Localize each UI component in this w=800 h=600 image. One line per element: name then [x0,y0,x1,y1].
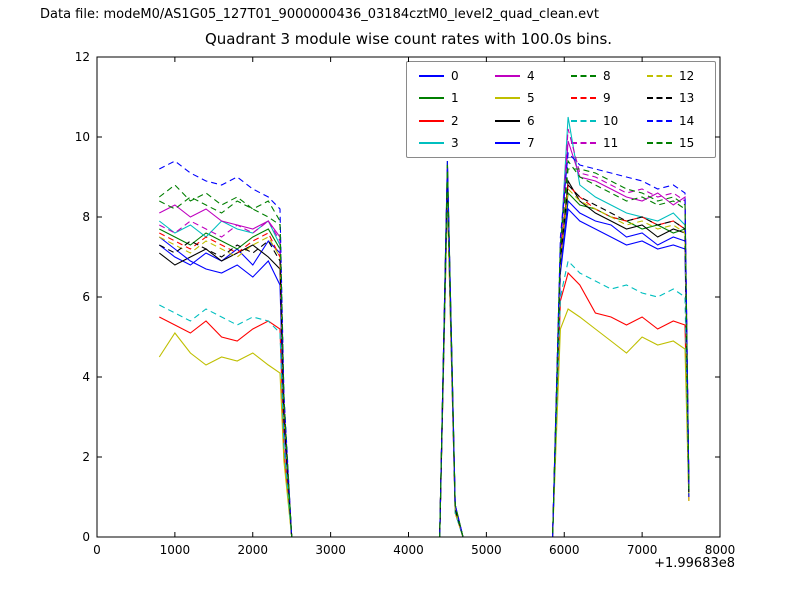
legend-line-sample [571,141,596,144]
series-line-1 [159,160,690,538]
series-line-0 [158,180,690,538]
legend-item-2: 2 [409,110,485,132]
legend-line-sample [495,119,520,122]
legend-line-sample [571,119,596,122]
x-tick-label: 8000 [705,543,736,557]
legend-item-8: 8 [561,65,637,87]
legend-label: 2 [451,113,459,128]
series-line-6 [158,172,690,538]
legend-item-7: 7 [485,132,561,154]
legend-item-0: 0 [409,65,485,87]
legend-label: 5 [527,91,535,106]
legend-line-sample [419,75,444,78]
legend-label: 9 [603,91,611,106]
series-line-3 [158,116,690,538]
legend-item-4: 4 [485,65,561,87]
series-line-11 [159,128,690,538]
legend-item-9: 9 [561,87,637,109]
y-tick-label: 8 [82,210,90,224]
legend-line-sample [419,141,444,144]
series-line-12 [159,180,690,538]
y-tick-label: 2 [82,450,90,464]
legend-line-sample [419,97,444,100]
x-tick-label: 5000 [471,543,502,557]
series-line-15 [159,164,690,538]
legend-item-3: 3 [409,132,485,154]
legend-label: 0 [451,69,459,84]
legend-label: 14 [679,113,695,128]
legend-line-sample [647,75,672,78]
x-tick-label: 4000 [393,543,424,557]
y-tick-label: 10 [75,130,90,144]
legend-line-sample [495,97,520,100]
legend-line-sample [495,75,520,78]
x-offset-label: +1.99683e8 [654,556,735,571]
datafile-label: Data file: modeM0/AS1G05_127T01_90000004… [40,7,599,22]
x-tick-label: 7000 [627,543,658,557]
legend-line-sample [647,119,672,122]
x-tick-label: 6000 [549,543,580,557]
axes-frame [96,56,721,538]
series-line-7 [158,184,690,538]
legend-label: 7 [527,135,535,150]
legend-line-sample [647,141,672,144]
legend-line-sample [571,97,596,100]
legend-label: 4 [527,69,535,84]
legend-label: 12 [679,69,695,84]
legend-label: 15 [679,135,695,150]
series-line-2 [159,192,690,538]
legend-label: 10 [603,113,619,128]
x-tick-label: 0 [93,543,101,557]
series-line-14 [159,151,690,538]
legend: 0 1 2 3 4 5 6 7 8 9 10 11 12 13 14 15 [406,61,716,158]
legend-item-13: 13 [637,87,713,109]
legend-label: 6 [527,113,535,128]
legend-item-5: 5 [485,87,561,109]
legend-item-11: 11 [561,132,637,154]
legend-label: 8 [603,69,611,84]
series-line-13 [159,176,690,538]
series-line-9 [159,176,690,538]
legend-item-15: 15 [637,132,713,154]
legend-line-sample [571,75,596,78]
x-tick-label: 1000 [160,543,191,557]
chart-title: Quadrant 3 module wise count rates with … [204,30,613,48]
legend-item-12: 12 [637,65,713,87]
y-tick-label: 4 [82,370,90,384]
legend-label: 3 [451,135,459,150]
x-tick-label: 2000 [237,543,268,557]
y-tick-label: 0 [82,530,90,544]
y-tick-label: 12 [75,50,90,64]
legend-line-sample [419,119,444,122]
legend-label: 1 [451,91,459,106]
legend-line-sample [495,141,520,144]
series-line-8 [158,159,690,538]
legend-label: 13 [679,91,695,106]
legend-item-10: 10 [561,110,637,132]
legend-item-14: 14 [637,110,713,132]
legend-item-6: 6 [485,110,561,132]
legend-item-1: 1 [409,87,485,109]
legend-line-sample [647,97,672,100]
series-line-4 [159,140,690,538]
series-line-10 [159,188,690,538]
x-tick-label: 3000 [315,543,346,557]
legend-label: 11 [603,135,619,150]
y-tick-label: 6 [82,290,90,304]
